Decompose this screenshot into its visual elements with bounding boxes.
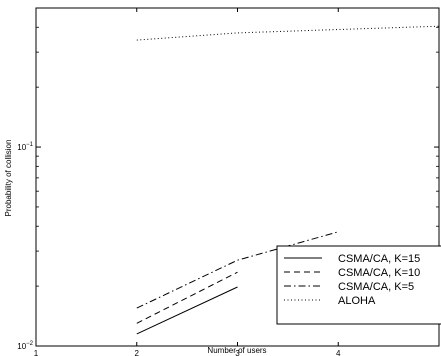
series-line-4 — [136, 25, 440, 41]
legend: CSMA/CA, K=15 CSMA/CA, K=10 CSMA/CA, K=5 AL… — [276, 245, 441, 325]
x-tick-label: 3 — [235, 349, 240, 356]
x-tick-label: 1 — [34, 349, 39, 356]
legend-label-2: CSMA/CA, K=10 — [338, 267, 420, 279]
x-tick-label: 4 — [336, 349, 341, 356]
y-tick-label: 10−2 — [17, 341, 33, 351]
series-lines — [136, 25, 440, 335]
y-axis-label: Probability of collision — [4, 140, 13, 217]
legend-label-3: CSMA/CA, K=5 — [338, 281, 414, 293]
x-axis-label: Number of users — [207, 346, 266, 355]
legend-box — [276, 245, 441, 325]
y-tick-label: 10−1 — [17, 142, 33, 152]
x-tick-label: 2 — [135, 349, 140, 356]
legend-label-1: CSMA/CA, K=15 — [338, 253, 420, 265]
series-line-3 — [136, 231, 339, 309]
y-axis-ticks: 10−2 10−1 — [17, 26, 439, 351]
series-line-2 — [136, 271, 238, 324]
x-axis-ticks: 1 2 3 4 — [34, 8, 341, 356]
series-line-1 — [136, 286, 238, 335]
legend-label-4: ALOHA — [338, 295, 376, 307]
